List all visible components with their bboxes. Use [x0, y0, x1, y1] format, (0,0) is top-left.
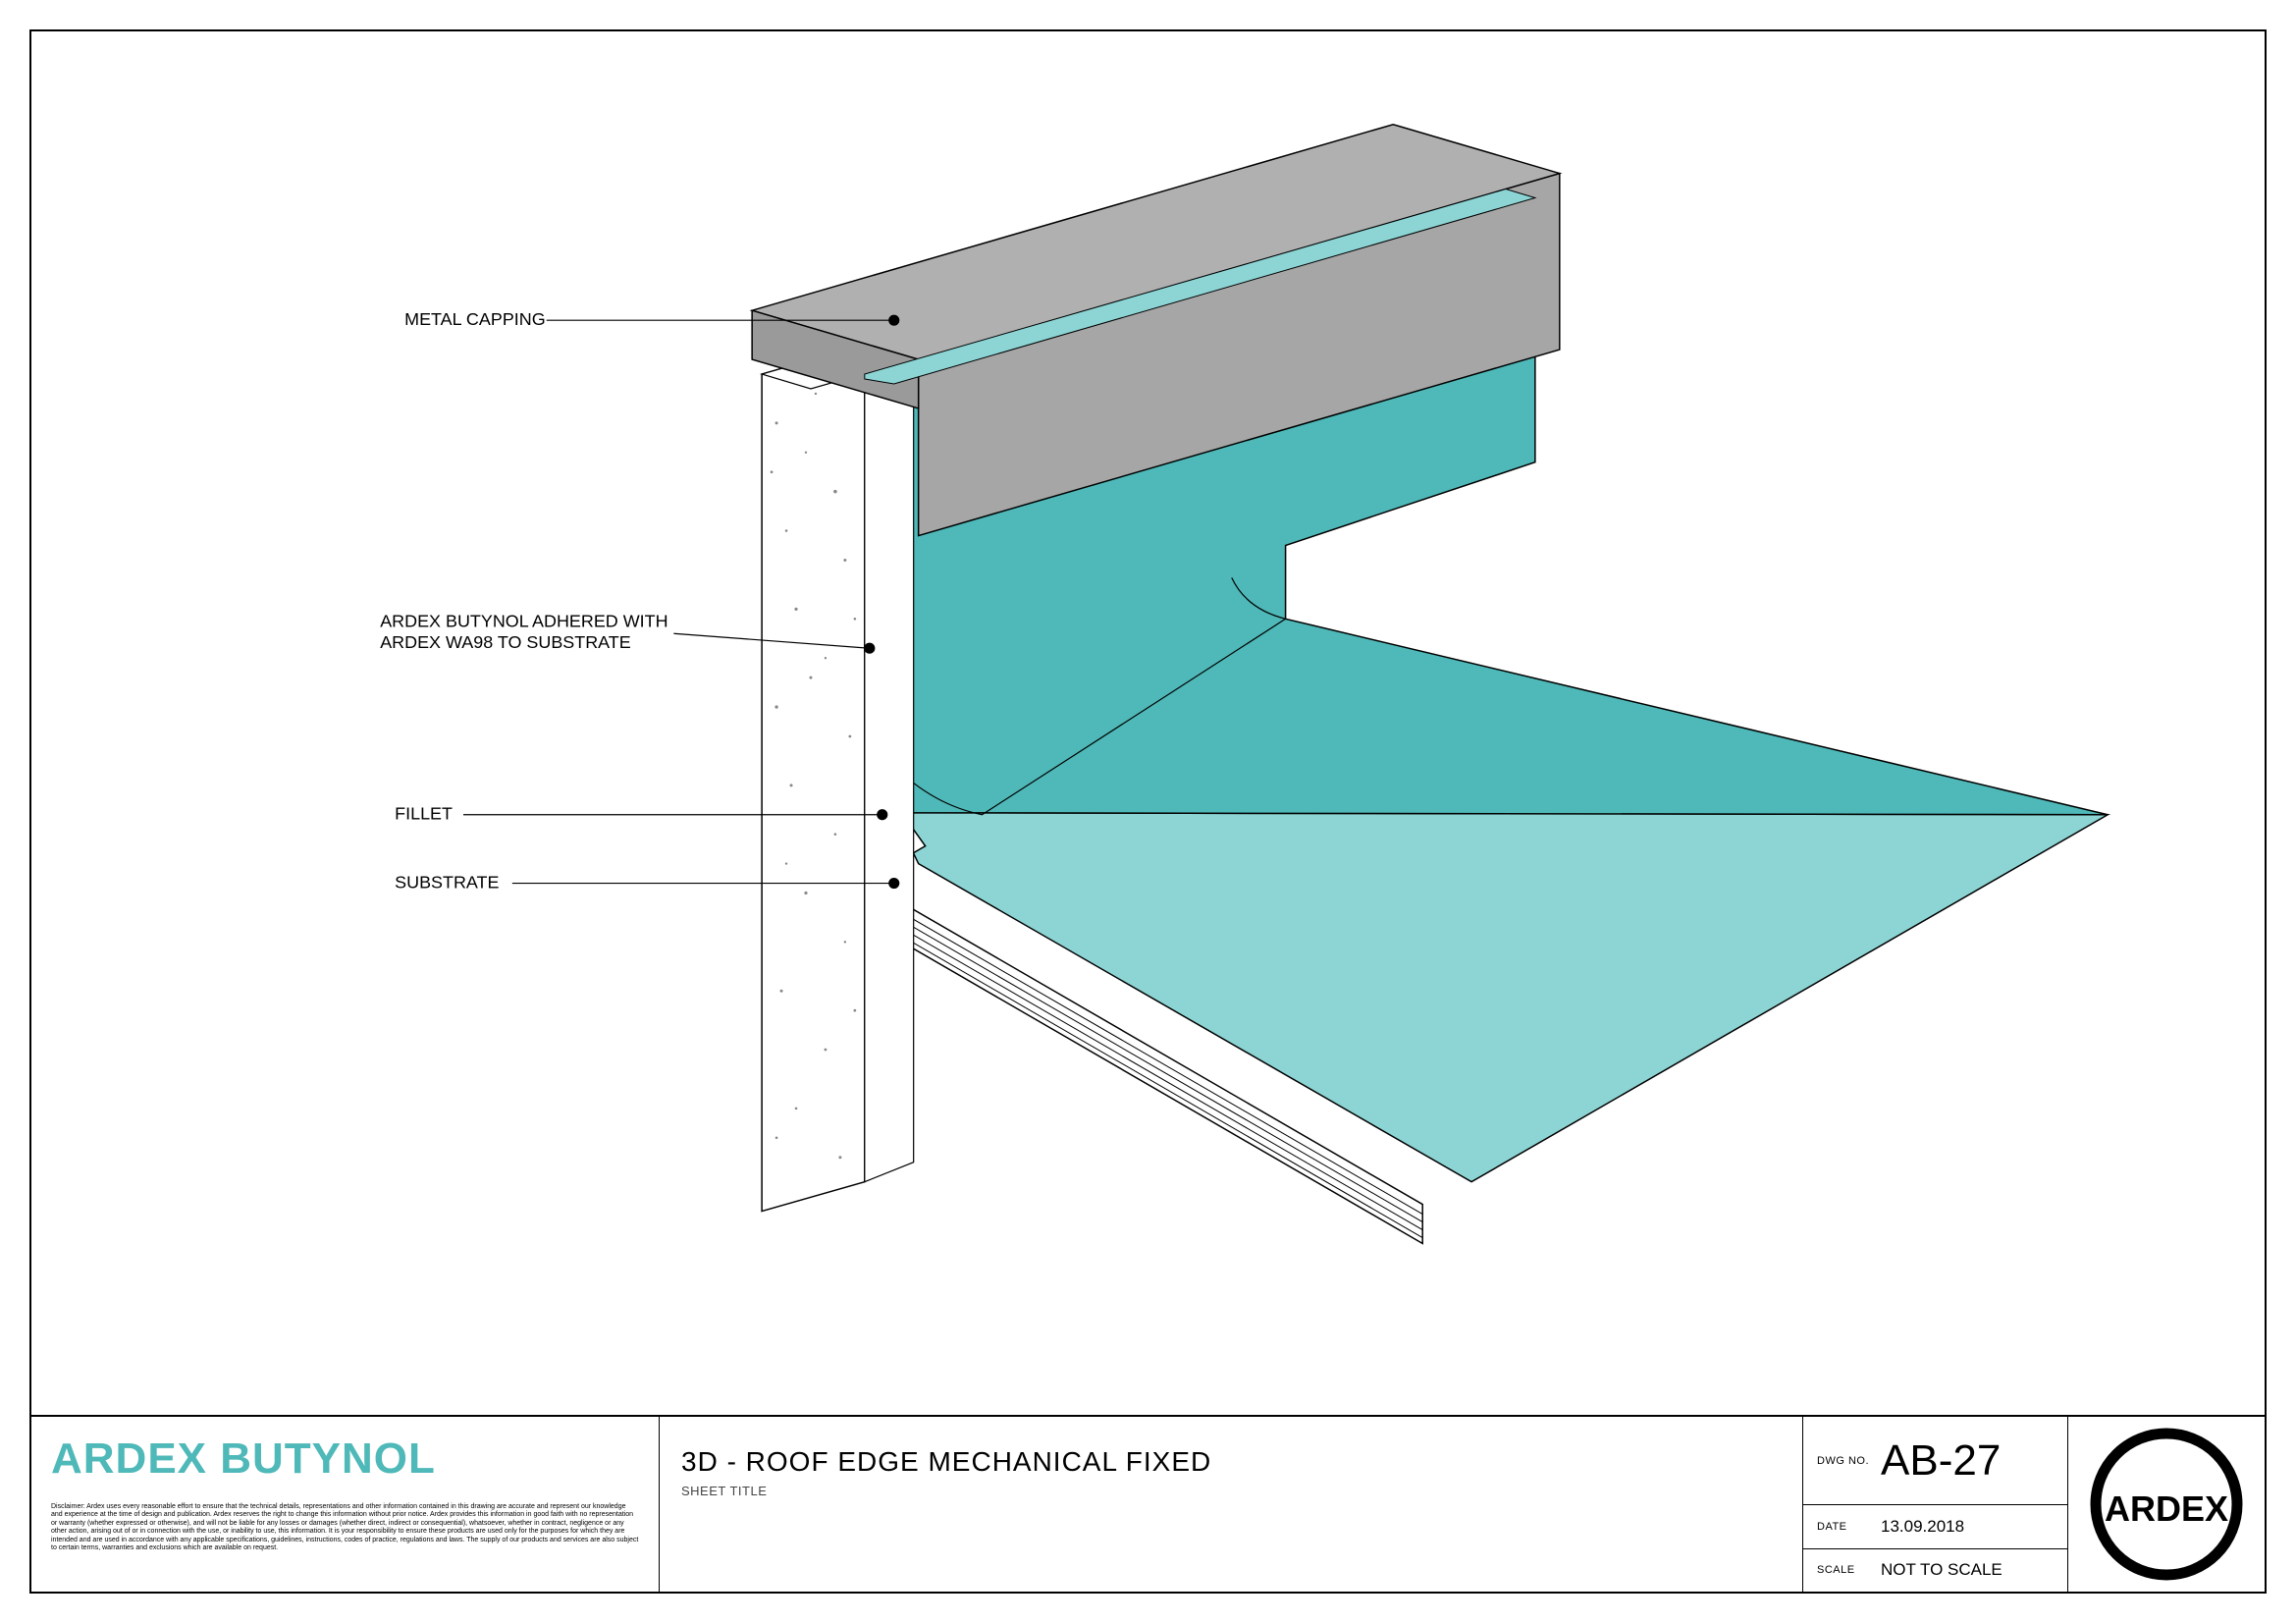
callout-butynol-1: ARDEX BUTYNOL ADHERED WITH	[380, 611, 667, 630]
date-row: DATE 13.09.2018	[1803, 1505, 2067, 1549]
disclaimer-text: Disclaimer: Ardex uses every reasonable …	[51, 1503, 639, 1552]
title-block: ARDEX BUTYNOL Disclaimer: Ardex uses eve…	[31, 1415, 2265, 1592]
date-value: 13.09.2018	[1881, 1517, 1964, 1537]
dwg-no-value: AB-27	[1881, 1436, 2001, 1486]
sheet-subtitle: SHEET TITLE	[681, 1484, 1781, 1498]
brand-name: ARDEX BUTYNOL	[51, 1434, 639, 1484]
title-block-meta-cell: DWG NO. AB-27 DATE 13.09.2018 SCALE NOT …	[1803, 1417, 2068, 1592]
title-block-title-cell: 3D - ROOF EDGE MECHANICAL FIXED SHEET TI…	[660, 1417, 1803, 1592]
dwg-no-row: DWG NO. AB-27	[1803, 1417, 2067, 1505]
scale-label: SCALE	[1817, 1564, 1871, 1576]
ardex-logo-icon: ARDEX	[2088, 1426, 2245, 1583]
callout-substrate: SUBSTRATE	[395, 873, 499, 893]
parapet-wall	[762, 345, 914, 1211]
isometric-detail-svg: METAL CAPPING ARDEX BUTYNOL ADHERED WITH…	[31, 31, 2265, 1415]
logo-text: ARDEX	[2105, 1488, 2228, 1529]
drawing-area: METAL CAPPING ARDEX BUTYNOL ADHERED WITH…	[31, 31, 2265, 1415]
callout-butynol-2: ARDEX WA98 TO SUBSTRATE	[380, 632, 631, 652]
title-block-logo-cell: ARDEX	[2068, 1417, 2265, 1592]
title-block-brand-cell: ARDEX BUTYNOL Disclaimer: Ardex uses eve…	[31, 1417, 660, 1592]
callout-metal-capping: METAL CAPPING	[404, 309, 546, 329]
scale-row: SCALE NOT TO SCALE	[1803, 1549, 2067, 1593]
page-frame: METAL CAPPING ARDEX BUTYNOL ADHERED WITH…	[29, 29, 2267, 1594]
scale-value: NOT TO SCALE	[1881, 1560, 2002, 1580]
membrane-deck	[894, 813, 2108, 1182]
dwg-no-label: DWG NO.	[1817, 1455, 1871, 1467]
callout-fillet: FILLET	[395, 804, 453, 824]
date-label: DATE	[1817, 1521, 1871, 1533]
sheet-title: 3D - ROOF EDGE MECHANICAL FIXED	[681, 1446, 1781, 1478]
